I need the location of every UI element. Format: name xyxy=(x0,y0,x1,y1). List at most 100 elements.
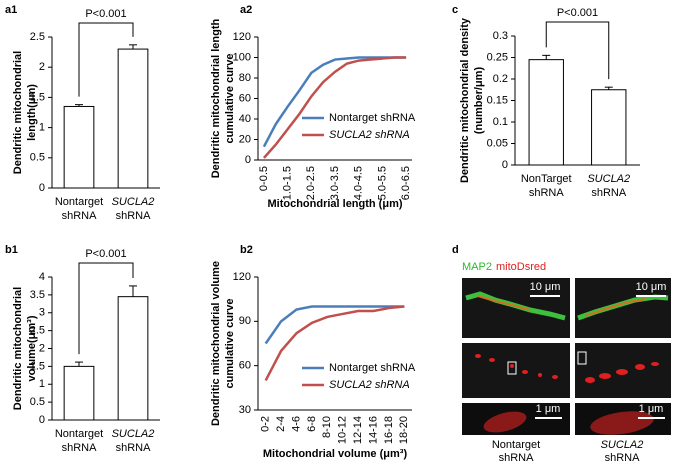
column-label: shRNA xyxy=(605,452,641,464)
y-tick-label: 120 xyxy=(233,271,251,283)
y-tick-label: 0 xyxy=(245,154,251,166)
bar xyxy=(117,296,149,421)
y-tick-label: 20 xyxy=(239,133,251,145)
x-tick-label: shRNA xyxy=(116,210,152,222)
y-tick-label: 80 xyxy=(239,72,251,84)
y-tick-label: 0.5 xyxy=(30,396,45,408)
y-tick-label: 0.05 xyxy=(487,137,508,149)
y-tick-label: 100 xyxy=(233,51,251,63)
mito-zoom xyxy=(483,411,527,433)
y-tick-label: 40 xyxy=(239,113,251,125)
x-tick-label: 2-4 xyxy=(275,416,287,432)
y-tick-label: 30 xyxy=(239,404,251,416)
y-tick-label: 0.3 xyxy=(493,30,508,42)
bar xyxy=(528,59,564,166)
legend-label: Nontarget shRNA xyxy=(329,112,416,124)
annotation: P<0.001 xyxy=(85,8,126,20)
column-label: Nontarget xyxy=(492,439,540,451)
line xyxy=(264,305,405,382)
x-tick-label: 4-6 xyxy=(290,416,302,432)
y-tick-label: 2.5 xyxy=(30,31,45,43)
y-tick-label: 1.5 xyxy=(30,91,45,103)
x-tick-label: 12-14 xyxy=(352,416,364,444)
bar xyxy=(591,89,627,166)
x-tick-label: Nontarget xyxy=(55,428,103,440)
x-tick-label: 4.0-4.5 xyxy=(353,166,365,200)
y-axis-label: Dendritic mitochondrial volume xyxy=(210,261,222,426)
x-tick-label: SUCLA2 xyxy=(112,428,155,440)
scale-bar-label: 10 μm xyxy=(530,281,561,293)
y-tick-label: 0 xyxy=(39,414,45,426)
legend-label: Nontarget shRNA xyxy=(329,362,416,374)
annotation: P<0.001 xyxy=(85,248,126,260)
y-axis-label: Dendritic mitochondrial xyxy=(12,51,24,174)
mito-dots xyxy=(475,354,659,383)
x-tick-label: 6.0-6.5 xyxy=(400,166,412,200)
x-tick-label: 8-10 xyxy=(321,416,333,438)
y-axis-label: Dendritic mitochondrial length xyxy=(210,18,222,178)
panel-d: d MAP2 mitoDsred 10 μm 10 μm 1 μm 1 μm N… xyxy=(452,244,671,464)
mito xyxy=(477,295,531,311)
x-tick-label: 6-8 xyxy=(306,416,318,432)
y-axis-label: cumulative curve xyxy=(224,299,236,389)
x-tick-label: 16-18 xyxy=(383,416,395,444)
bar xyxy=(63,105,95,189)
y-tick-label: 120 xyxy=(233,31,251,43)
x-tick-label: shRNA xyxy=(62,210,98,222)
y-tick-label: 3.5 xyxy=(30,289,45,301)
y-axis-label: length(μm) xyxy=(26,84,38,141)
y-tick-label: 0.5 xyxy=(30,152,45,164)
roi xyxy=(507,361,517,375)
panel-label: a1 xyxy=(5,4,17,16)
mito-zoom xyxy=(590,411,654,435)
panel-label: b2 xyxy=(240,244,253,256)
stain-label: MAP2 xyxy=(462,261,492,273)
y-axis-label: cumulative curve xyxy=(224,54,236,144)
significance-bracket xyxy=(78,262,134,355)
y-tick-label: 60 xyxy=(239,360,251,372)
legend-label: SUCLA2 shRNA xyxy=(329,379,410,391)
y-tick-label: 0.25 xyxy=(487,51,508,63)
scale-bar-label: 1 μm xyxy=(536,403,561,415)
x-tick-label: SUCLA2 xyxy=(587,173,630,185)
x-tick-label: shRNA xyxy=(591,187,627,199)
x-axis-label: Mitochondrial volume (μm³) xyxy=(263,448,408,460)
mito xyxy=(584,298,646,317)
x-tick-label: 0-0.5 xyxy=(258,166,270,191)
y-axis-label: (number/μm) xyxy=(473,67,485,135)
scale-bar-label: 10 μm xyxy=(636,281,667,293)
panel-label: d xyxy=(452,244,459,256)
y-tick-label: 3 xyxy=(39,307,45,319)
x-tick-label: 5.0-5.5 xyxy=(376,166,388,200)
y-axis-label: volume(μm³) xyxy=(26,315,38,381)
x-axis-label: Mitochondrial length (μm) xyxy=(267,198,402,210)
legend-label: SUCLA2 shRNA xyxy=(329,129,410,141)
line xyxy=(264,305,405,345)
y-tick-label: 0 xyxy=(39,182,45,194)
annotation: P<0.001 xyxy=(557,7,598,19)
y-tick-label: 1 xyxy=(39,122,45,134)
y-tick-label: 2 xyxy=(39,342,45,354)
x-tick-label: shRNA xyxy=(529,187,565,199)
bar xyxy=(117,48,149,189)
y-tick-label: 0 xyxy=(502,159,508,171)
column-label: SUCLA2 xyxy=(601,439,644,451)
column-label: shRNA xyxy=(499,452,535,464)
x-tick-label: shRNA xyxy=(62,442,98,454)
x-tick-label: 2.0-2.5 xyxy=(305,166,317,200)
y-tick-label: 2.5 xyxy=(30,325,45,337)
x-tick-label: 14-16 xyxy=(367,416,379,444)
y-tick-label: 60 xyxy=(239,92,251,104)
panel-label: c xyxy=(452,4,458,16)
x-tick-label: SUCLA2 xyxy=(112,196,155,208)
y-axis-label: Dendritic mitochondrial xyxy=(12,287,24,410)
scale-bar-label: 1 μm xyxy=(639,403,664,415)
significance-bracket xyxy=(78,22,134,97)
y-tick-label: 0.2 xyxy=(493,73,508,85)
x-tick-label: 1.0-1.5 xyxy=(282,166,294,200)
y-tick-label: 2 xyxy=(39,61,45,73)
y-tick-label: 4 xyxy=(39,271,45,283)
y-tick-label: 90 xyxy=(239,315,251,327)
panel-label: a2 xyxy=(240,4,252,16)
